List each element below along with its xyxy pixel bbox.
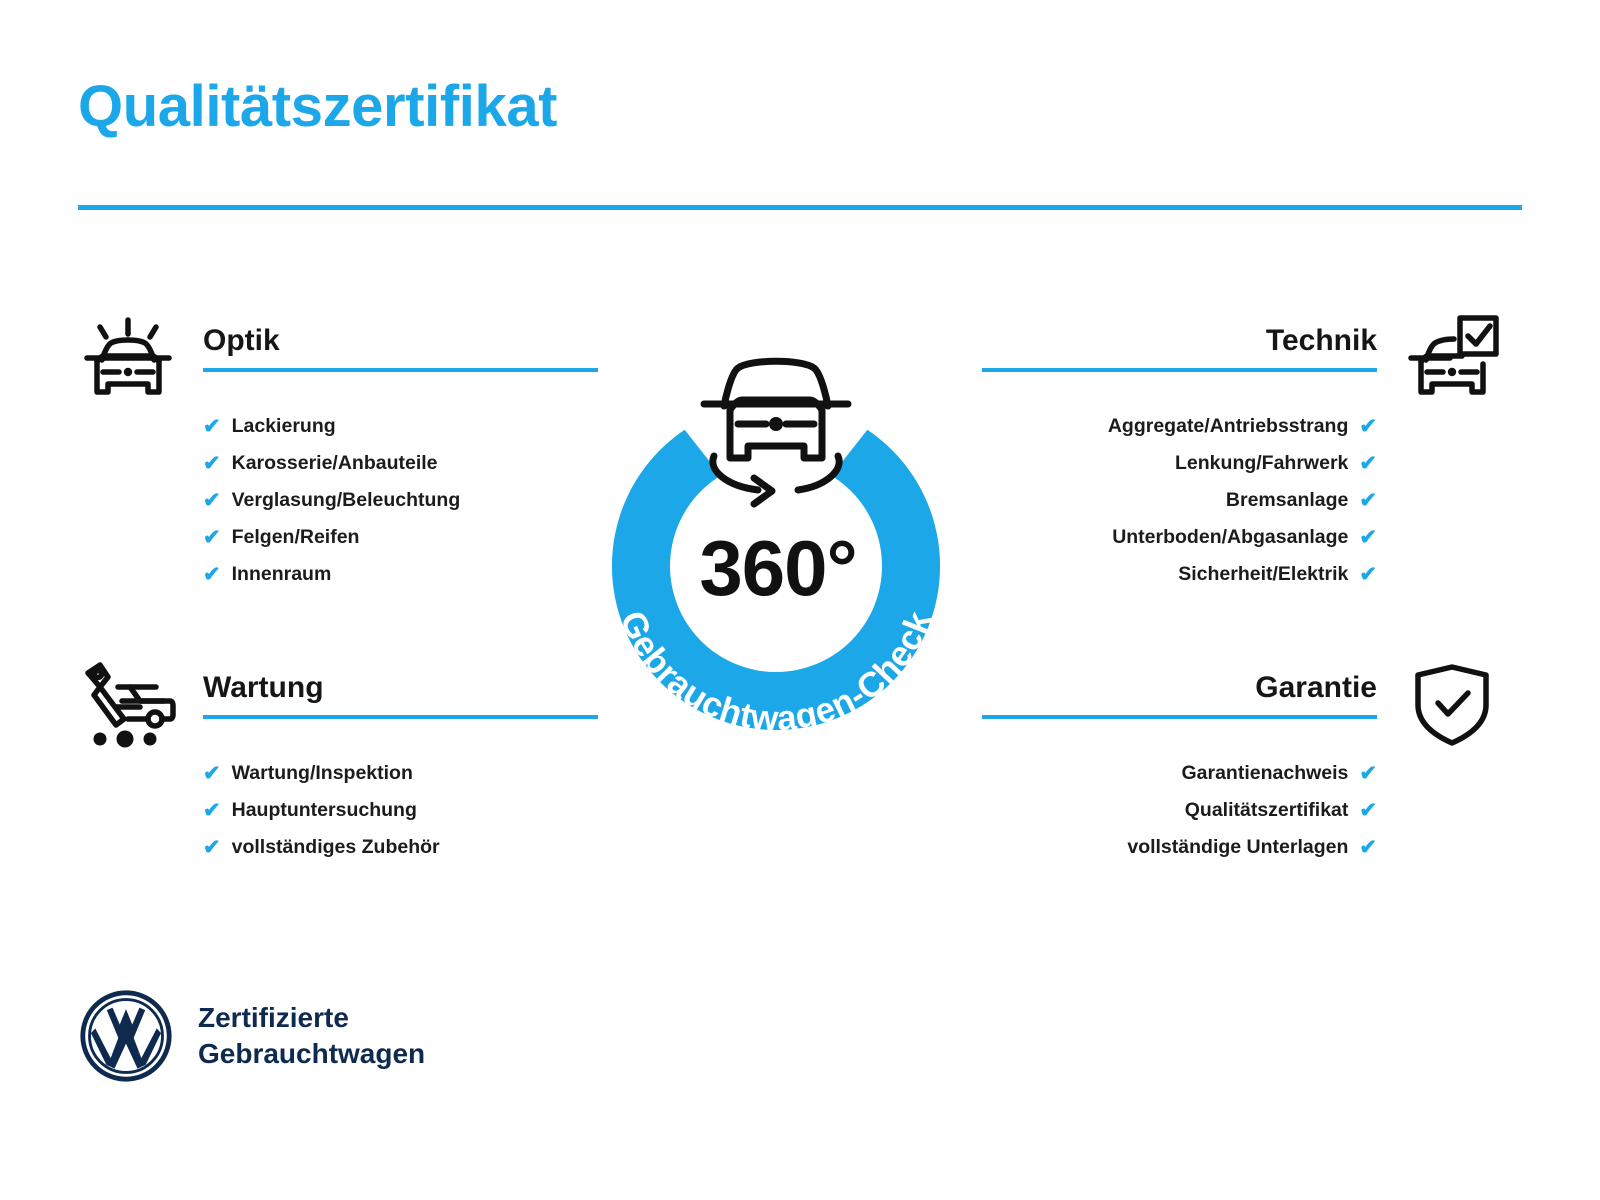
list-item: Garantienachweis ✔ (982, 755, 1377, 792)
360-check-badge: Gebrauchtwagen-Check 360° (556, 296, 996, 756)
section-divider (203, 715, 598, 719)
check-icon: ✔ (203, 526, 221, 549)
page-title: Qualitätszertifikat (78, 74, 558, 139)
footer-line-2: Gebrauchtwagen (198, 1038, 426, 1069)
section-garantie: Garantie Garantienachweis ✔ Qualitätszer… (982, 664, 1502, 866)
checklist-technik: Aggregate/Antriebsstrang ✔ Lenkung/Fahrw… (982, 392, 1377, 593)
list-item: Unterboden/Abgasanlage ✔ (982, 519, 1377, 556)
section-header-wartung: Wartung (203, 665, 598, 739)
footer-line-1: Zertifizierte (198, 1002, 349, 1033)
list-item-label: Aggregate/Antriebsstrang (1107, 415, 1349, 437)
check-icon: ✔ (203, 489, 221, 512)
list-item: Qualitätszertifikat ✔ (982, 792, 1377, 829)
check-icon: ✔ (203, 799, 221, 822)
section-divider (203, 368, 598, 372)
list-item: Sicherheit/Elektrik ✔ (982, 556, 1377, 593)
check-icon: ✔ (1359, 762, 1377, 785)
section-header-optik: Optik (203, 318, 598, 392)
list-item-label: Lackierung (231, 415, 336, 437)
list-item-label: Verglasung/Beleuchtung (231, 489, 461, 511)
list-item: ✔ Innenraum (203, 556, 598, 593)
list-item: Bremsanlage ✔ (982, 482, 1377, 519)
check-icon: ✔ (1359, 799, 1377, 822)
check-icon: ✔ (203, 415, 221, 438)
list-item-label: Karosserie/Anbauteile (231, 452, 438, 474)
list-item-label: Felgen/Reifen (231, 526, 360, 548)
car-shine-icon (78, 310, 178, 402)
section-title: Optik (203, 324, 280, 357)
list-item-label: Lenkung/Fahrwerk (1175, 452, 1349, 474)
section-header-garantie: Garantie (982, 665, 1377, 739)
vw-logo (80, 990, 172, 1082)
car-checkbox-icon (1402, 310, 1502, 402)
checklist-optik: ✔ Lackierung ✔ Karosserie/Anbauteile ✔ V… (203, 392, 598, 593)
car-rotation-icon (700, 357, 852, 508)
list-item-label: Unterboden/Abgasanlage (1112, 526, 1349, 548)
list-item-label: Hauptuntersuchung (231, 799, 417, 821)
list-item-label: vollständiges Zubehör (231, 836, 440, 858)
check-icon: ✔ (1359, 489, 1377, 512)
section-divider (982, 368, 1377, 372)
list-item: ✔ Hauptuntersuchung (203, 792, 598, 829)
footer-brand: Zertifizierte Gebrauchtwagen (78, 988, 425, 1084)
section-title: Wartung (203, 671, 324, 704)
section-technik: Technik Aggregate/Antriebsstrang ✔ Lenku… (982, 315, 1502, 593)
left-column: Optik ✔ Lackierung ✔ Karosserie/Anbautei… (78, 317, 598, 866)
section-title: Garantie (1255, 671, 1377, 704)
check-icon: ✔ (1359, 836, 1377, 859)
check-icon: ✔ (203, 762, 221, 785)
list-item-label: Sicherheit/Elektrik (1178, 563, 1349, 585)
section-divider (982, 715, 1377, 719)
check-icon: ✔ (1359, 526, 1377, 549)
list-item-label: Bremsanlage (1225, 489, 1349, 511)
list-item-label: Qualitätszertifikat (1184, 799, 1349, 821)
footer-text: Zertifizierte Gebrauchtwagen (198, 1000, 425, 1072)
list-item: vollständige Unterlagen ✔ (982, 829, 1377, 866)
checklist-wartung: ✔ Wartung/Inspektion ✔ Hauptuntersuchung… (203, 739, 598, 866)
check-icon: ✔ (1359, 415, 1377, 438)
section-wartung: Wartung ✔ Wartung/Inspektion ✔ Hauptunte… (78, 662, 598, 866)
right-column: Technik Aggregate/Antriebsstrang ✔ Lenku… (982, 315, 1502, 866)
list-item: ✔ Wartung/Inspektion (203, 755, 598, 792)
check-icon: ✔ (1359, 452, 1377, 475)
check-icon: ✔ (203, 563, 221, 586)
check-icon: ✔ (1359, 563, 1377, 586)
badge-ring (611, 366, 941, 730)
check-icon: ✔ (203, 452, 221, 475)
shield-check-icon (1402, 657, 1502, 749)
list-item: ✔ vollständiges Zubehör (203, 829, 598, 866)
check-icon: ✔ (203, 836, 221, 859)
list-item: ✔ Verglasung/Beleuchtung (203, 482, 598, 519)
section-title: Technik (1265, 324, 1377, 357)
list-item: ✔ Felgen/Reifen (203, 519, 598, 556)
wrench-car-icon (78, 657, 178, 749)
list-item: ✔ Lackierung (203, 408, 598, 445)
title-divider (78, 205, 1522, 210)
list-item: Aggregate/Antriebsstrang ✔ (982, 408, 1377, 445)
list-item-label: Garantienachweis (1181, 762, 1349, 784)
section-header-technik: Technik (982, 318, 1377, 392)
list-item-label: Innenraum (231, 563, 332, 585)
list-item: Lenkung/Fahrwerk ✔ (982, 445, 1377, 482)
checklist-garantie: Garantienachweis ✔ Qualitätszertifikat ✔… (982, 739, 1377, 866)
list-item: ✔ Karosserie/Anbauteile (203, 445, 598, 482)
section-optik: Optik ✔ Lackierung ✔ Karosserie/Anbautei… (78, 317, 598, 593)
list-item-label: vollständige Unterlagen (1127, 836, 1349, 858)
list-item-label: Wartung/Inspektion (231, 762, 413, 784)
